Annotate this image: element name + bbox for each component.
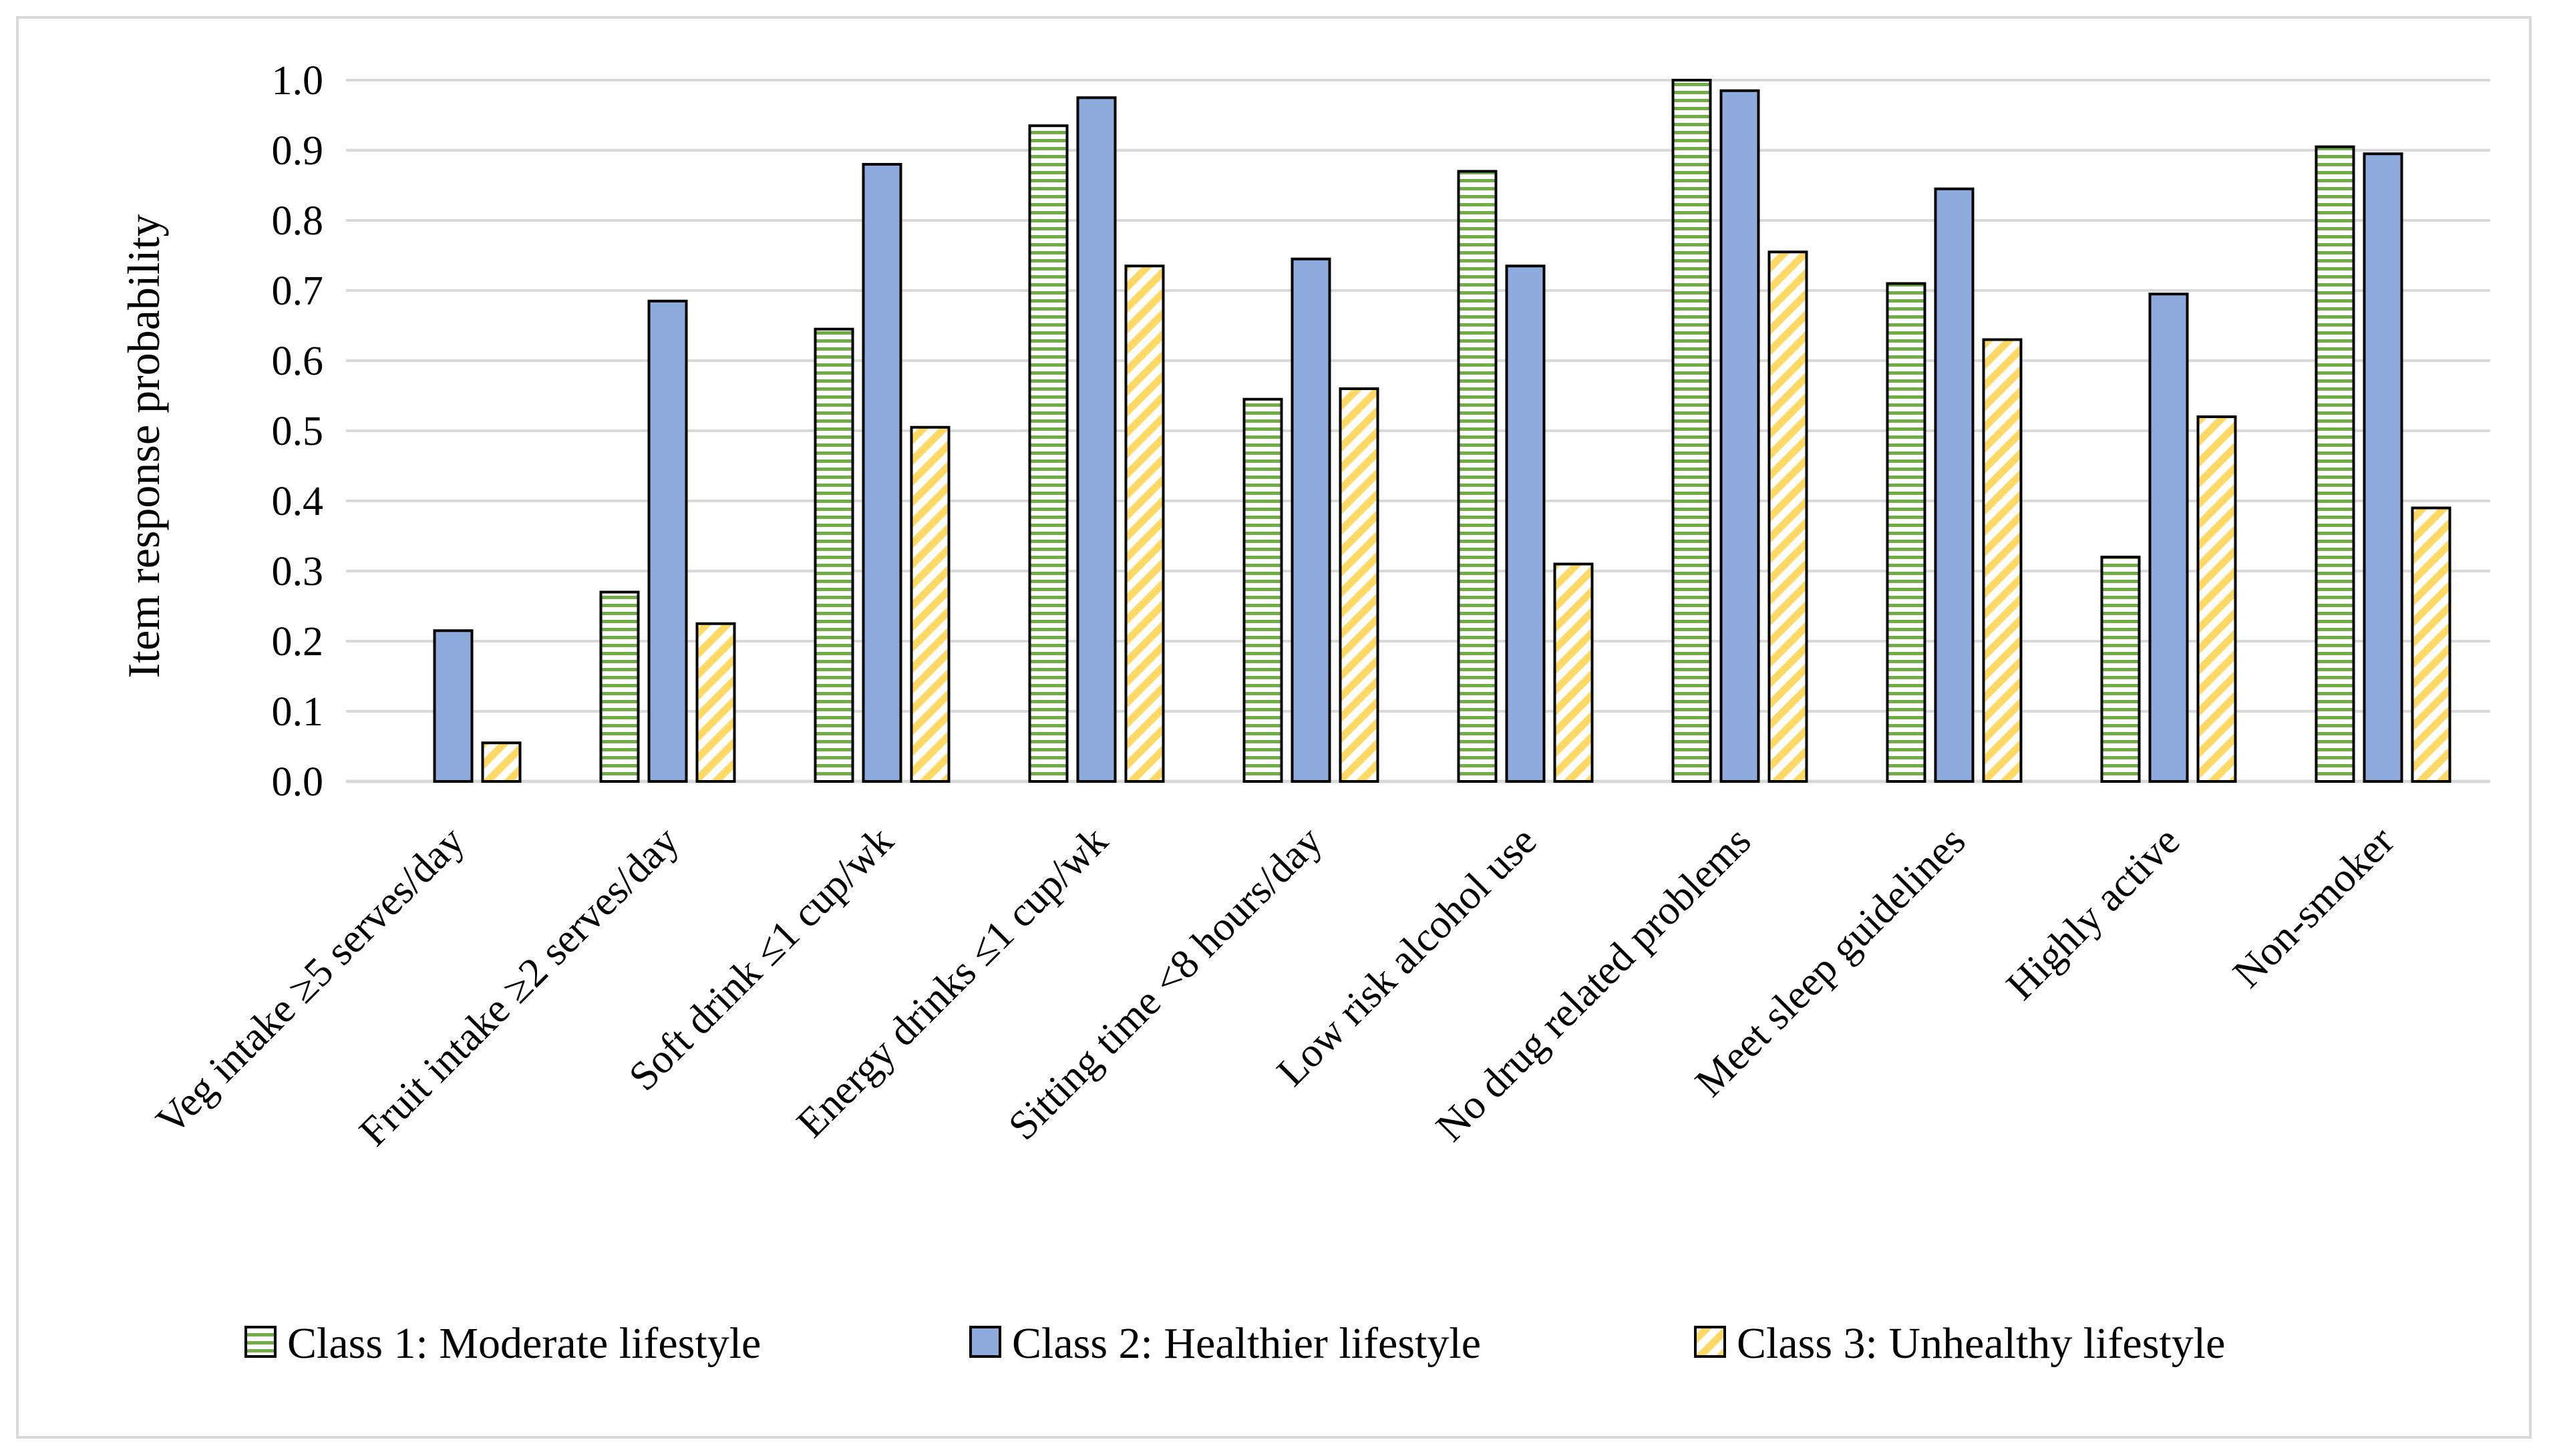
bar-class-2-10	[2363, 152, 2403, 783]
bar-class-3-7	[1767, 250, 1808, 783]
bar-class-3-2	[695, 622, 736, 783]
bar-class-1-6	[1457, 170, 1498, 783]
bar-class-1-8	[1886, 282, 1926, 783]
bar-class-2-3	[862, 163, 902, 783]
y-tick-label: 0.4	[272, 479, 324, 524]
bars	[433, 79, 2451, 783]
y-tick-label: 0.5	[272, 409, 324, 454]
bar-class-1-2	[599, 590, 640, 783]
y-axis-title: Item response probability	[118, 214, 169, 679]
bar-class-1-4	[1028, 124, 1069, 783]
y-tick-label: 0.7	[272, 268, 324, 314]
bar-class-1-7	[1671, 79, 1712, 783]
y-tick-label: 0.2	[272, 619, 324, 665]
legend-label: Class 1: Moderate lifestyle	[287, 1319, 761, 1368]
legend-swatch	[244, 1326, 277, 1358]
bar-class-3-9	[2196, 415, 2237, 783]
y-tick-label: 0.3	[272, 549, 324, 594]
bar-class-1-3	[814, 327, 854, 783]
x-tick-label: Highly active	[1998, 818, 2188, 1009]
bar-class-2-9	[2148, 293, 2189, 783]
bar-class-3-5	[1339, 387, 1379, 783]
legend: Class 1: Moderate lifestyle Class 2: Heal…	[244, 1319, 2225, 1368]
bar-chart: 0.0 0.1 0.2 0.3 0.4 0.5 0.6 0.7 0.8 0.9 1.0 Veg in…	[118, 58, 2490, 1368]
bar-class-3-10	[2411, 506, 2451, 783]
bar-class-2-8	[1934, 187, 1975, 783]
bar-class-2-2	[647, 299, 688, 783]
legend-swatch	[969, 1326, 1001, 1358]
bar-class-3-8	[1982, 338, 2023, 783]
bar-class-2-6	[1505, 264, 1546, 783]
bar-class-1-9	[2100, 556, 2141, 783]
y-tick-label: 0.8	[272, 198, 324, 244]
bar-class-2-7	[1719, 89, 1760, 783]
bar-class-1-10	[2315, 145, 2355, 783]
y-tick-label: 0.9	[272, 128, 324, 174]
bar-class-3-6	[1553, 562, 1594, 783]
bar-class-3-4	[1124, 264, 1165, 783]
chart-frame: 0.0 0.1 0.2 0.3 0.4 0.5 0.6 0.7 0.8 0.9 1.0 Veg in…	[16, 16, 2532, 1439]
bar-class-2-5	[1291, 257, 1331, 783]
bar-class-3-1	[481, 741, 522, 783]
y-tick-label: 1.0	[272, 58, 324, 104]
y-tick-label: 0.6	[272, 339, 324, 384]
y-axis-ticks: 0.0 0.1 0.2 0.3 0.4 0.5 0.6 0.7 0.8 0.9 1.0	[272, 58, 324, 805]
bar-class-1-5	[1242, 397, 1283, 783]
x-tick-label: Non-smoker	[2224, 818, 2403, 996]
bar-class-3-3	[910, 425, 951, 783]
legend-label: Class 3: Unhealthy lifestyle	[1737, 1319, 2225, 1368]
bar-class-2-4	[1076, 96, 1117, 783]
y-tick-label: 0.0	[272, 759, 324, 805]
y-tick-label: 0.1	[272, 689, 324, 735]
legend-label: Class 2: Healthier lifestyle	[1012, 1319, 1481, 1368]
legend-swatch	[1694, 1326, 1726, 1358]
bar-class-2-1	[433, 629, 474, 783]
